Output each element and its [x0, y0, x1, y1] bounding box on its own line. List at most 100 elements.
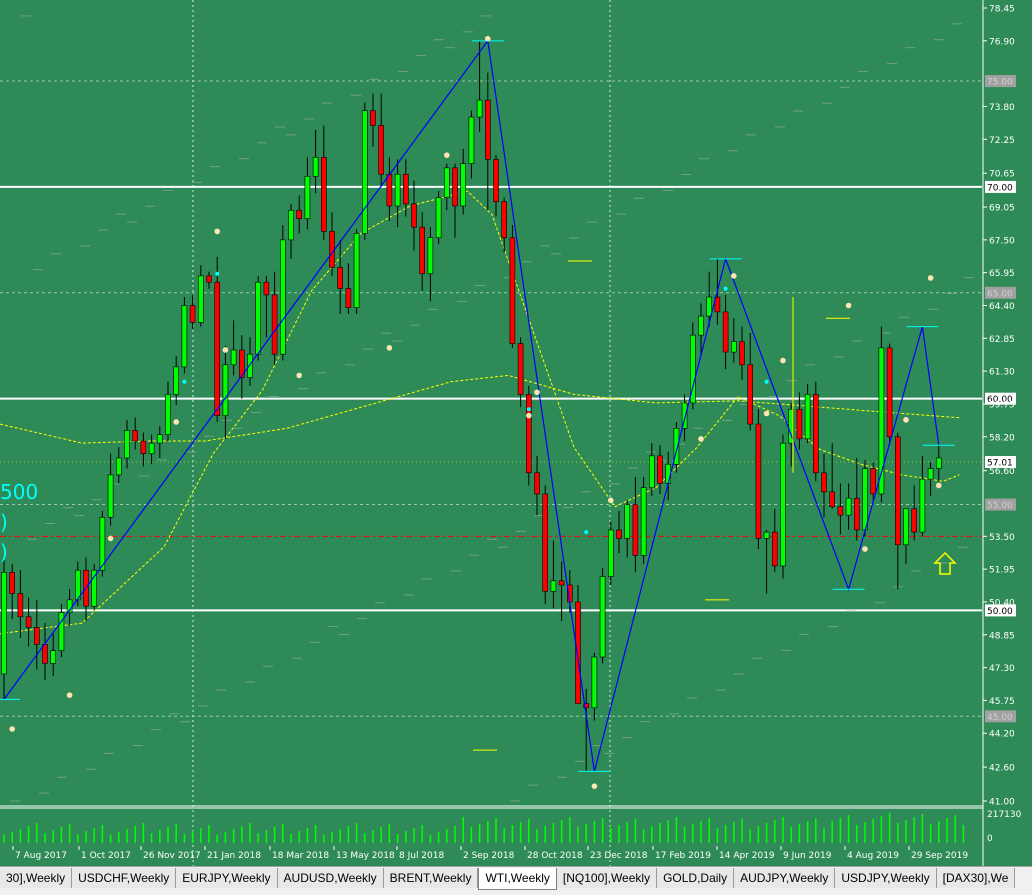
bull-candle[interactable]	[279, 239, 286, 355]
chart-canvas[interactable]: 78.45 76.90 75.00 73.80 72.25 70.65 70.00 69.05…	[0, 0, 1032, 866]
bear-candle[interactable]	[517, 343, 524, 395]
bull-candle[interactable]	[640, 487, 647, 556]
bull-candle[interactable]	[124, 430, 130, 459]
bull-candle[interactable]	[50, 650, 57, 664]
bull-candle[interactable]	[91, 569, 97, 607]
bear-candle[interactable]	[17, 593, 24, 618]
bull-candle[interactable]	[927, 468, 934, 480]
bear-candle[interactable]	[747, 364, 754, 425]
bear-candle[interactable]	[771, 531, 778, 567]
bull-candle[interactable]	[763, 531, 770, 539]
bull-candle[interactable]	[312, 156, 319, 177]
bull-candle[interactable]	[624, 504, 631, 539]
bull-candle[interactable]	[903, 508, 909, 546]
bear-candle[interactable]	[542, 493, 549, 592]
bear-candle[interactable]	[870, 468, 877, 495]
bear-candle[interactable]	[894, 436, 901, 546]
bear-candle[interactable]	[796, 408, 803, 440]
bull-candle[interactable]	[935, 457, 942, 469]
bear-candle[interactable]	[132, 430, 138, 442]
bear-candle[interactable]	[452, 167, 458, 207]
bear-candle[interactable]	[714, 296, 721, 313]
bull-candle[interactable]	[460, 163, 467, 207]
bear-candle[interactable]	[25, 616, 32, 628]
bear-candle[interactable]	[271, 294, 278, 355]
chart-tab-0[interactable]: 30],Weekly	[0, 868, 73, 888]
bear-candle[interactable]	[378, 125, 385, 175]
bear-candle[interactable]	[329, 231, 335, 268]
bull-candle[interactable]	[607, 529, 614, 577]
bull-candle[interactable]	[665, 464, 672, 484]
bear-candle[interactable]	[755, 423, 762, 539]
bear-candle[interactable]	[632, 504, 639, 556]
bull-candle[interactable]	[845, 497, 852, 516]
bear-candle[interactable]	[140, 440, 147, 455]
bear-candle[interactable]	[214, 281, 220, 416]
bull-candle[interactable]	[878, 347, 885, 495]
bear-candle[interactable]	[33, 627, 40, 645]
chart-tab-4[interactable]: BRENT,Weekly	[383, 868, 479, 888]
bull-candle[interactable]	[804, 394, 811, 440]
bear-candle[interactable]	[386, 173, 393, 207]
bear-candle[interactable]	[853, 497, 860, 531]
bull-candle[interactable]	[157, 434, 163, 444]
chart-tab-8[interactable]: AUDJPY,Weekly	[734, 868, 836, 888]
bull-candle[interactable]	[288, 209, 294, 241]
bear-candle[interactable]	[42, 644, 48, 664]
bear-candle[interactable]	[501, 201, 508, 239]
bull-candle[interactable]	[476, 99, 483, 118]
bear-candle[interactable]	[411, 203, 417, 228]
chart-tab-1[interactable]: USDCHF,Weekly	[72, 868, 177, 888]
bear-candle[interactable]	[493, 159, 499, 203]
bear-candle[interactable]	[263, 281, 270, 296]
bear-candle[interactable]	[239, 349, 245, 378]
chart-tab-9[interactable]: USDJPY,Weekly	[835, 868, 937, 888]
bull-candle[interactable]	[165, 394, 171, 435]
bull-candle[interactable]	[361, 110, 368, 234]
chart-tab-6[interactable]: [NQ100],Weekly	[556, 868, 658, 888]
bull-candle[interactable]	[443, 167, 450, 198]
bear-candle[interactable]	[886, 347, 893, 438]
bull-candle[interactable]	[427, 237, 434, 275]
bear-candle[interactable]	[419, 226, 426, 275]
bear-candle[interactable]	[320, 156, 327, 232]
bear-candle[interactable]	[525, 394, 532, 474]
bull-candle[interactable]	[99, 516, 106, 571]
bull-candle[interactable]	[304, 176, 311, 219]
chart-tab-3[interactable]: AUDUSD,Weekly	[277, 868, 384, 888]
bear-candle[interactable]	[509, 237, 516, 344]
bull-candle[interactable]	[75, 569, 81, 601]
bull-candle[interactable]	[673, 428, 680, 465]
bear-candle[interactable]	[837, 506, 844, 516]
bear-candle[interactable]	[345, 288, 352, 308]
bull-candle[interactable]	[1, 572, 7, 675]
bear-candle[interactable]	[821, 472, 827, 493]
bear-candle[interactable]	[558, 580, 565, 586]
bull-candle[interactable]	[706, 296, 713, 317]
bull-candle[interactable]	[780, 442, 786, 567]
bull-candle[interactable]	[230, 349, 237, 366]
bull-candle[interactable]	[648, 455, 655, 488]
bull-candle[interactable]	[116, 457, 122, 476]
bear-candle[interactable]	[534, 472, 540, 495]
bull-candle[interactable]	[689, 334, 696, 404]
bear-candle[interactable]	[583, 703, 590, 709]
bear-candle[interactable]	[829, 491, 836, 507]
bull-candle[interactable]	[591, 656, 598, 709]
chart-tab-2[interactable]: EURJPY,Weekly	[176, 868, 278, 888]
bear-candle[interactable]	[484, 99, 491, 160]
bull-candle[interactable]	[862, 468, 868, 531]
bull-candle[interactable]	[550, 580, 557, 592]
bear-candle[interactable]	[296, 209, 303, 219]
bear-candle[interactable]	[722, 311, 729, 353]
bull-candle[interactable]	[247, 353, 253, 378]
bull-candle[interactable]	[468, 116, 475, 164]
bear-candle[interactable]	[189, 305, 196, 323]
bull-candle[interactable]	[698, 315, 704, 336]
bull-candle[interactable]	[435, 197, 442, 239]
bull-candle[interactable]	[58, 612, 65, 651]
bull-candle[interactable]	[222, 364, 229, 416]
bear-candle[interactable]	[911, 508, 918, 533]
bull-candle[interactable]	[788, 408, 795, 444]
bear-candle[interactable]	[402, 173, 409, 205]
